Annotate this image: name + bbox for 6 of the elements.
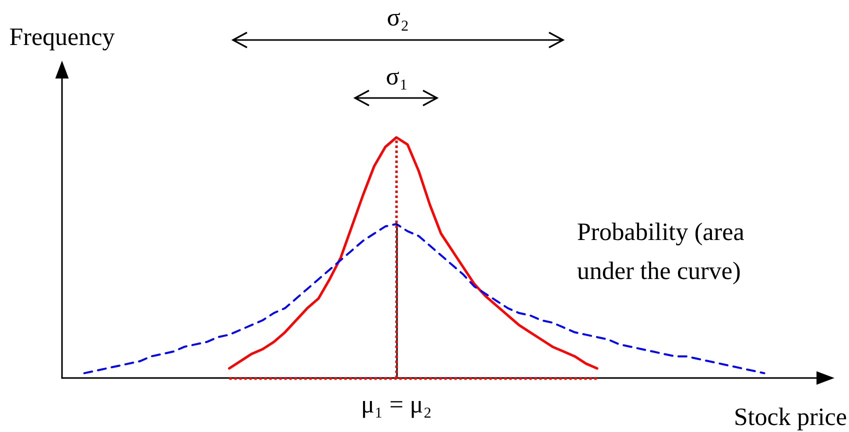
- text: σ₁: [386, 64, 408, 90]
- text: μ₁ = μ₂: [360, 392, 432, 418]
- x-axis-title: Stock price: [734, 404, 848, 431]
- y-axis-title: Frequency: [9, 24, 116, 51]
- text: σ₂: [386, 4, 410, 32]
- annotation: Probability (area under the curve): [577, 219, 751, 285]
